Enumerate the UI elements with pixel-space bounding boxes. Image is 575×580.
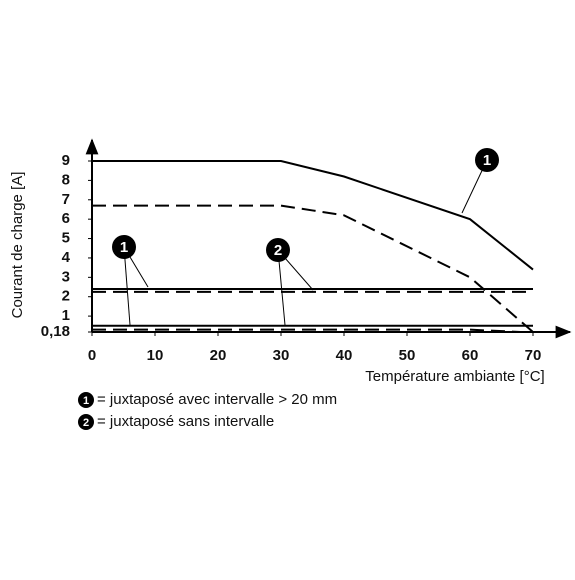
callout-label: 1: [483, 152, 491, 169]
x-tick-label: 0: [88, 347, 96, 364]
leader-line: [123, 246, 131, 326]
y-axis-label: Courant de charge [A]: [9, 172, 26, 319]
y-tick-label: 8: [62, 171, 70, 188]
y-tick-label: 4: [62, 249, 71, 266]
legend-marker: [78, 392, 94, 408]
x-tick-label: 50: [399, 347, 416, 364]
callout-marker: [266, 238, 290, 262]
legend-marker: [78, 414, 94, 430]
series-line: [92, 160, 534, 271]
x-tick-label: 30: [273, 347, 290, 364]
callout-marker: [475, 148, 499, 172]
x-axis-label: Température ambiante [°C]: [365, 368, 544, 385]
callout-label: 2: [274, 242, 282, 259]
leader-line: [277, 249, 286, 326]
y-tick-label: 1: [62, 307, 70, 324]
callout-marker: [112, 235, 136, 259]
x-tick-label: 20: [210, 347, 227, 364]
y-tick-label: 0,18: [41, 323, 70, 340]
y-tick-label: 7: [62, 191, 70, 208]
legend-text: = juxtaposé avec intervalle > 20 mm: [97, 391, 337, 408]
callout-label: 1: [120, 239, 128, 256]
legend-marker-label: 2: [83, 417, 89, 429]
y-tick-label: 3: [62, 268, 70, 285]
x-tick-label: 70: [525, 347, 542, 364]
y-tick-label: 9: [62, 152, 70, 169]
y-tick-label: 6: [62, 210, 70, 227]
y-tick-label: 2: [62, 288, 70, 305]
x-tick-label: 60: [462, 347, 479, 364]
x-tick-label: 10: [147, 347, 164, 364]
legend-marker-label: 1: [83, 395, 89, 407]
y-tick-label: 5: [62, 230, 70, 247]
series-line: [92, 204, 534, 333]
series-line: [92, 328, 521, 333]
legend-text: = juxtaposé sans intervalle: [97, 413, 274, 430]
x-tick-label: 40: [336, 347, 353, 364]
